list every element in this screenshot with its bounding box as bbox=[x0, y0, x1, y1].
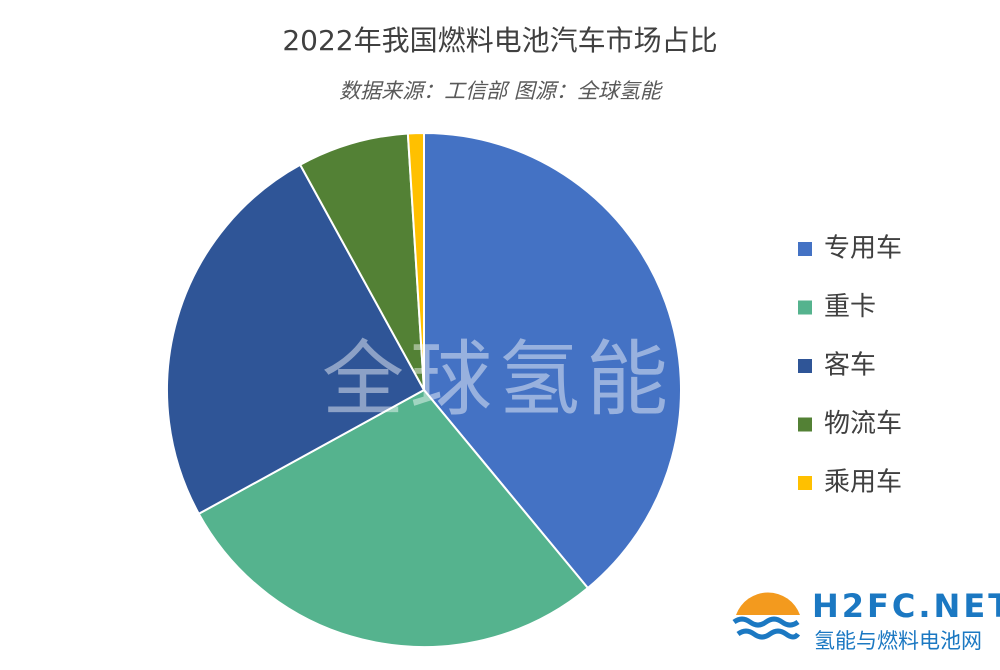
logo-wave bbox=[736, 628, 801, 640]
logo: H2FC.NET 氢能与燃料电池网 bbox=[732, 582, 1000, 654]
legend-label: 乘用车 bbox=[824, 468, 902, 498]
chart-title: 2022年我国燃料电池汽车市场占比 bbox=[282, 24, 717, 57]
legend-label: 重卡 bbox=[824, 292, 876, 322]
pie-slice bbox=[197, 388, 590, 648]
logo-name: H2FC.NET bbox=[812, 587, 1000, 625]
legend-swatch bbox=[798, 300, 812, 315]
chart-subtitle: 数据来源：工信部 图源：全球氢能 bbox=[339, 79, 663, 103]
logo-tagline: 氢能与燃料电池网 bbox=[814, 629, 982, 653]
legend-label: 客车 bbox=[824, 351, 876, 381]
legend-label: 物流车 bbox=[824, 409, 902, 439]
pie-slice bbox=[423, 131, 682, 590]
pie bbox=[166, 131, 682, 648]
logo-wave bbox=[732, 616, 800, 628]
watermark: 全球氢能 bbox=[322, 332, 674, 427]
legend-label: 专用车 bbox=[824, 234, 902, 264]
pie-slice bbox=[406, 131, 425, 391]
legend-swatch bbox=[798, 242, 812, 256]
legend-swatch bbox=[798, 359, 812, 373]
pie-slice bbox=[166, 163, 426, 516]
logo-sun bbox=[736, 592, 800, 615]
legend-swatch bbox=[798, 476, 812, 490]
pie-slice bbox=[298, 132, 425, 391]
legend-swatch bbox=[798, 417, 812, 432]
